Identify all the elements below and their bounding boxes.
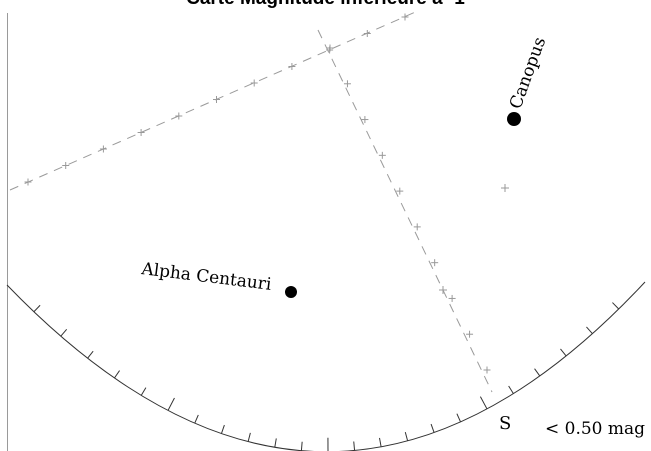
magnitude-label: < 0.50 mag [545, 419, 645, 439]
grid-tick-extra-0 [501, 184, 509, 192]
star-alpha-centauri [285, 286, 297, 298]
grid-tick-mer-4 [396, 187, 404, 195]
grid-tick-dec-0 [24, 178, 32, 186]
grid-tick-dec-2 [99, 145, 107, 153]
horizon-arc [6, 281, 646, 451]
grid-lines [9, 9, 493, 393]
horizon-tick-16 [430, 423, 435, 433]
grid-line-declination [9, 9, 421, 191]
grid-tick-mer-8 [466, 330, 474, 338]
chart-title: Carte Magnitude inférieure à -1 [0, 0, 651, 10]
grid-tick-dec-5 [213, 96, 220, 103]
grid-tick-dec-9 [363, 30, 371, 37]
grid-tick-dec-10 [401, 13, 409, 21]
grid-tick-extra-1 [439, 286, 447, 294]
star-canopus [507, 112, 521, 126]
horizon-tick-17 [456, 413, 462, 423]
horizon-tick-8 [220, 424, 225, 434]
grid-tick-mer-2 [361, 116, 369, 124]
grid-tick-mer-5 [413, 223, 421, 231]
horizon-tick-19 [508, 385, 514, 394]
star-label-canopus: Canopus [506, 34, 550, 111]
horizon-tick-23 [612, 302, 620, 310]
grid-tick-dec-3 [137, 129, 145, 136]
horizon-tick-14 [379, 437, 382, 447]
horizon-tick-5 [140, 387, 147, 396]
horizon-tick-13 [353, 441, 356, 451]
horizon-tick-21 [560, 348, 567, 357]
grid-tick-dec-7 [288, 63, 296, 70]
grid-tick-dec-4 [175, 112, 183, 120]
horizon-tick-4 [114, 370, 120, 379]
horizon-tick-20 [534, 368, 541, 377]
horizon-tick-7 [194, 414, 199, 424]
horizon-ticks [33, 302, 620, 451]
grid-line-meridian [317, 29, 493, 393]
horizon-tick-3 [87, 350, 94, 359]
star-label-alpha-centauri: Alpha Centauri [139, 259, 273, 295]
horizon-tick-6 [167, 397, 175, 411]
chart-frame [7, 13, 651, 451]
grid-tick-mer-0 [326, 44, 334, 52]
horizon-tick-1 [33, 304, 41, 313]
horizon-tick-15 [404, 432, 409, 441]
grid-ticks [24, 13, 509, 374]
horizon-tick-18 [479, 396, 488, 410]
grid-tick-dec-6 [250, 79, 258, 87]
grid-tick-dec-1 [62, 162, 70, 169]
grid-tick-mer-9 [483, 366, 491, 374]
grid-tick-mer-7 [448, 294, 456, 302]
horizon-tick-2 [60, 329, 68, 337]
grid-tick-mer-6 [431, 259, 439, 267]
horizon-tick-9 [247, 432, 251, 442]
horizon-tick-10 [274, 438, 277, 448]
horizon-tick-11 [300, 441, 303, 451]
horizon-tick-22 [586, 326, 593, 334]
grid-tick-mer-1 [343, 80, 351, 88]
direction-label-south: S [499, 413, 511, 434]
grid-tick-mer-3 [378, 151, 386, 159]
